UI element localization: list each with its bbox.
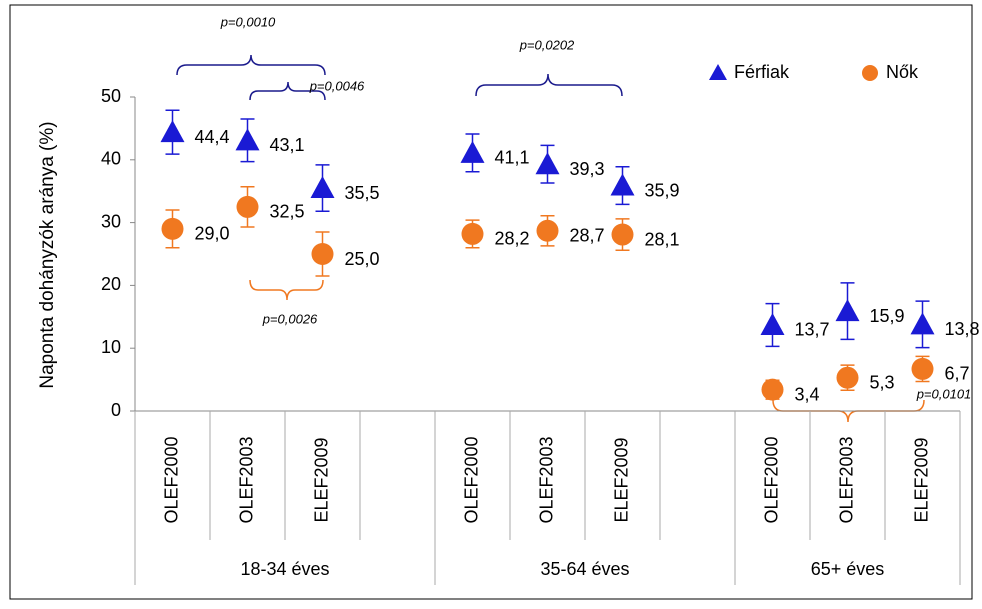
bracket: [249, 279, 324, 301]
bracket: [772, 399, 925, 423]
group-label: 65+ éves: [811, 559, 885, 579]
marker: [460, 140, 485, 163]
x-tick-label: ELEF2009: [311, 437, 331, 522]
x-tick-label: ELEF2009: [611, 437, 631, 522]
data-label: 13,8: [945, 319, 980, 339]
y-tick-label: 0: [111, 400, 121, 420]
data-label: 35,9: [645, 180, 680, 200]
data-label: 29,0: [195, 224, 230, 244]
x-tick-label: OLEF2000: [761, 436, 781, 523]
data-label: 35,5: [345, 183, 380, 203]
chart-border: [9, 4, 973, 600]
annotation: p=0,0046: [309, 78, 365, 93]
bracket: [249, 81, 326, 101]
annotation: p=0,0202: [519, 37, 575, 52]
data-label: 32,5: [270, 202, 305, 222]
bracket: [475, 73, 623, 97]
legend-label: Nők: [886, 62, 919, 82]
x-tick-label: OLEF2000: [461, 436, 481, 523]
data-label: 15,9: [870, 306, 905, 326]
y-tick-label: 30: [101, 211, 121, 231]
marker: [610, 173, 635, 196]
marker: [311, 243, 334, 265]
marker: [461, 222, 484, 245]
data-label: 6,7: [945, 364, 970, 384]
x-tick-label: OLEF2003: [836, 436, 856, 523]
marker: [160, 120, 185, 143]
y-tick-label: 10: [101, 337, 121, 357]
data-label: 3,4: [795, 384, 820, 404]
x-tick-label: OLEF2003: [536, 436, 556, 523]
data-label: 28,1: [645, 229, 680, 249]
x-tick-label: ELEF2009: [911, 437, 931, 522]
marker: [161, 217, 184, 240]
group-label: 35-64 éves: [540, 559, 629, 579]
marker: [536, 219, 559, 242]
y-axis-label: Naponta dohányzók aránya (%): [37, 121, 58, 388]
legend-marker: [709, 64, 727, 80]
marker: [910, 312, 935, 335]
marker: [911, 357, 934, 380]
data-label: 13,7: [795, 320, 830, 340]
bracket: [176, 54, 326, 76]
data-label: 41,1: [495, 148, 530, 168]
marker: [535, 152, 560, 175]
marker: [761, 378, 784, 401]
marker: [611, 223, 634, 246]
y-tick-label: 50: [101, 86, 121, 106]
marker: [760, 312, 785, 335]
annotation: p=0,0101: [916, 386, 972, 401]
y-tick-label: 20: [101, 274, 121, 294]
data-label: 5,3: [870, 372, 895, 392]
annotation: p=0,0010: [220, 14, 276, 29]
marker: [236, 195, 259, 218]
data-label: 25,0: [345, 249, 380, 269]
annotation: p=0,0026: [262, 311, 318, 326]
y-tick-label: 40: [101, 149, 121, 169]
marker: [310, 176, 335, 199]
legend-marker: [862, 65, 878, 81]
marker: [836, 366, 859, 389]
data-label: 28,7: [570, 226, 605, 246]
data-label: 39,3: [570, 159, 605, 179]
data-label: 44,4: [195, 127, 230, 147]
legend-label: Férfiak: [734, 62, 790, 82]
x-tick-label: OLEF2003: [236, 436, 256, 523]
marker: [235, 128, 260, 151]
data-label: 28,2: [495, 229, 530, 249]
data-label: 43,1: [270, 135, 305, 155]
group-label: 18-34 éves: [240, 559, 329, 579]
x-tick-label: OLEF2000: [161, 436, 181, 523]
marker: [835, 299, 860, 322]
